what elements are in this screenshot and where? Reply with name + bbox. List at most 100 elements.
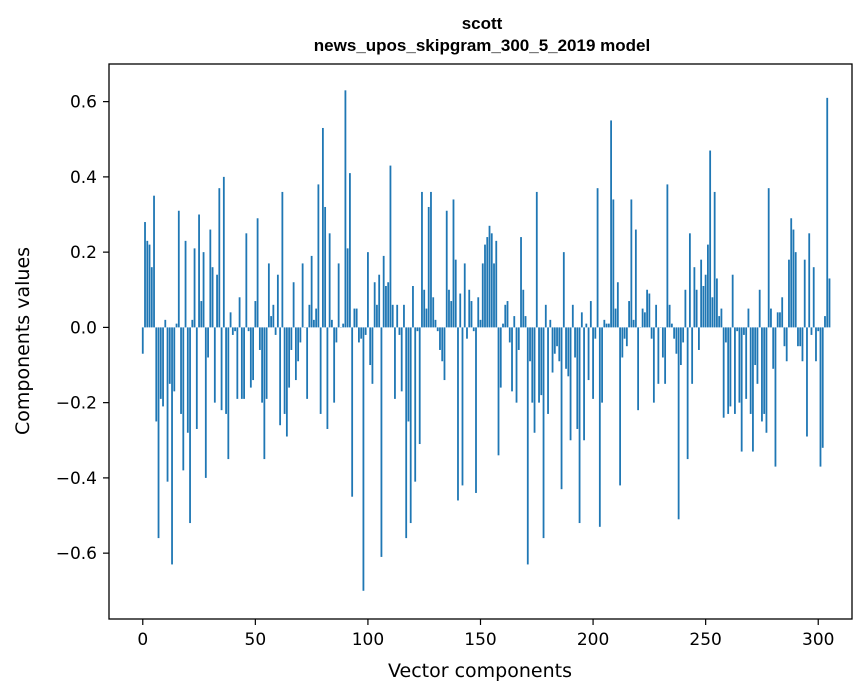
bar: [790, 218, 793, 328]
bar: [734, 327, 736, 414]
bar: [781, 297, 784, 328]
bar: [589, 301, 592, 328]
bar: [238, 297, 241, 328]
bar: [229, 312, 232, 328]
bar: [704, 274, 707, 328]
bar: [725, 327, 727, 343]
bar: [718, 316, 721, 328]
bar: [738, 327, 741, 403]
bar: [758, 289, 761, 328]
bar: [321, 127, 324, 328]
bar: [362, 327, 365, 591]
bar: [258, 327, 261, 350]
bar: [713, 191, 716, 328]
bar: [342, 323, 345, 328]
bar: [448, 289, 450, 328]
bar: [643, 312, 646, 328]
bar: [526, 327, 529, 565]
bar: [761, 327, 763, 422]
bar: [641, 308, 644, 328]
bar: [403, 304, 405, 328]
bar: [364, 327, 367, 335]
bar: [479, 319, 482, 328]
bar: [549, 319, 552, 328]
bar: [477, 297, 480, 328]
bar: [333, 327, 336, 403]
bar: [679, 327, 682, 366]
bar: [225, 327, 227, 414]
y-tick-label: −0.6: [56, 544, 97, 564]
bar: [493, 263, 495, 328]
x-tick-label: 300: [802, 630, 834, 650]
bar: [533, 327, 536, 433]
bar: [621, 327, 624, 358]
bar: [592, 327, 594, 399]
bar: [819, 327, 822, 467]
bar: [171, 327, 173, 565]
bar: [716, 278, 718, 328]
bar: [198, 214, 200, 328]
x-tick-label: 50: [245, 630, 267, 650]
bar: [290, 327, 293, 350]
bar: [749, 327, 752, 414]
bar: [398, 327, 401, 335]
bar: [799, 327, 802, 347]
bar: [508, 327, 511, 343]
bar: [531, 327, 534, 403]
bar: [285, 327, 288, 437]
bar: [168, 327, 171, 384]
bar: [175, 323, 178, 328]
bar: [315, 308, 318, 328]
bar: [693, 267, 696, 328]
bar: [740, 327, 743, 452]
bar: [688, 233, 691, 328]
bar: [824, 316, 826, 328]
bar: [625, 327, 628, 347]
bar: [551, 327, 554, 373]
bar: [731, 274, 734, 328]
bar: [686, 327, 689, 460]
bar: [544, 304, 547, 328]
bar: [490, 233, 493, 328]
bar: [207, 327, 209, 358]
bar: [556, 327, 558, 347]
bar: [274, 327, 277, 335]
bar: [454, 259, 457, 328]
bar: [607, 323, 610, 328]
bar: [650, 327, 653, 339]
x-tick-label: 250: [689, 630, 721, 650]
bar: [193, 248, 196, 328]
bar: [204, 327, 207, 478]
bar: [261, 327, 263, 403]
bar: [497, 327, 500, 456]
bar: [436, 327, 439, 332]
bar: [220, 327, 223, 411]
bar: [472, 327, 475, 332]
bar: [267, 263, 270, 328]
bar: [488, 225, 491, 328]
bar: [391, 304, 394, 328]
bar: [157, 327, 160, 539]
bar: [594, 327, 597, 339]
bar: [794, 252, 797, 328]
bar: [416, 327, 419, 332]
bar: [709, 150, 712, 328]
bar: [184, 240, 187, 328]
bar: [707, 244, 709, 328]
bar: [779, 312, 781, 328]
bars-group: [141, 90, 831, 591]
bar: [324, 206, 327, 328]
bar: [409, 327, 412, 524]
bar: [283, 327, 286, 414]
bar: [785, 327, 788, 362]
bar: [434, 319, 437, 328]
bar: [358, 327, 360, 343]
bar: [565, 327, 567, 369]
bar: [265, 327, 268, 399]
bar: [360, 327, 363, 339]
bar: [513, 316, 516, 328]
bar: [772, 327, 775, 369]
bar: [421, 191, 423, 328]
bar: [247, 327, 250, 332]
